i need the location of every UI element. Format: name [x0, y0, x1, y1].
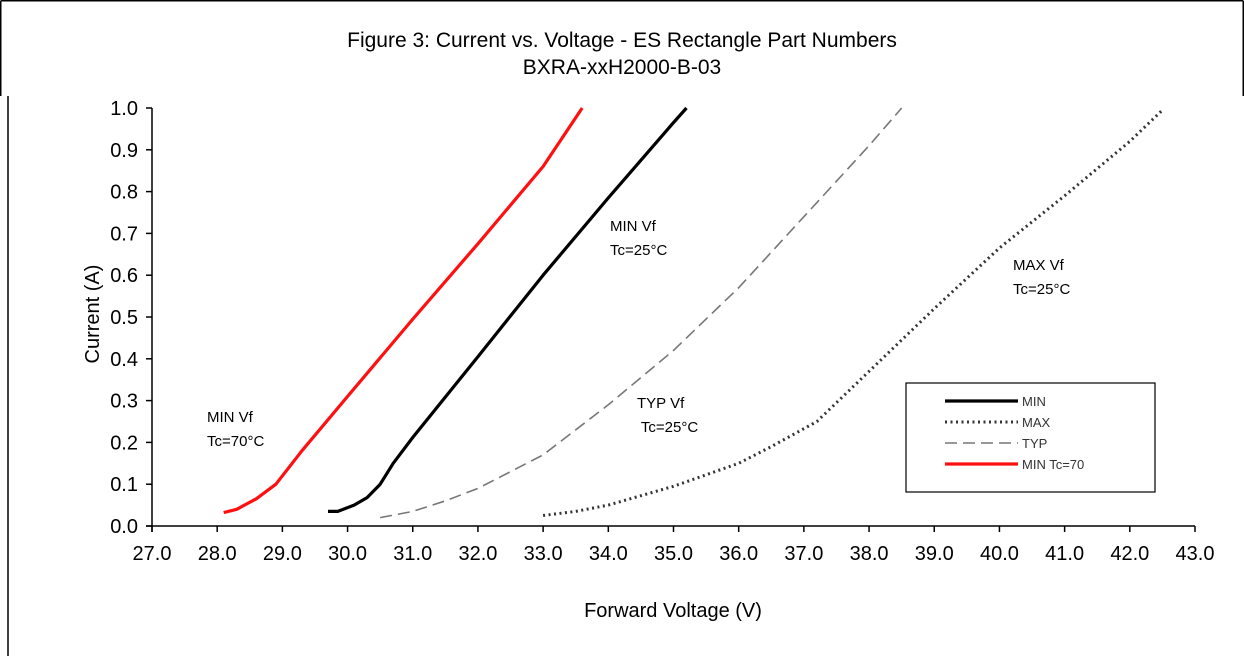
legend-label: MIN Tc=70: [1022, 457, 1084, 472]
x-tick-label: 34.0: [589, 543, 628, 565]
x-tick-label: 38.0: [850, 543, 889, 565]
x-tick-label: 40.0: [980, 543, 1019, 565]
axes: 27.0 28.0 29.0 30.0 31.0 32.0 33.0 34.0 35.0 36.0…: [110, 98, 1214, 565]
x-tick-label: 42.0: [1110, 543, 1149, 565]
x-tick-label: 27.0: [133, 543, 172, 565]
y-tick-label: 0.1: [110, 474, 138, 496]
legend: MIN MAX TYP MIN Tc=70: [905, 382, 1156, 493]
annotation-line: MAX Vf: [1013, 257, 1065, 274]
series-line-min-tc-70: [223, 107, 584, 515]
series-line-max: [542, 109, 1164, 517]
series-layer: [223, 106, 1164, 519]
x-tick-label: 41.0: [1045, 543, 1084, 565]
x-tick-label: 35.0: [654, 543, 693, 565]
legend-label: MIN: [1022, 394, 1046, 409]
y-tick-label: 0.6: [110, 265, 138, 287]
x-tick-label: 36.0: [719, 543, 758, 565]
y-tick-label: 0.7: [110, 223, 138, 245]
x-tick-label: 29.0: [263, 543, 302, 565]
series-line-min: [328, 106, 688, 513]
x-tick-label: 28.0: [198, 543, 237, 565]
annotation-line: Tc=70°C: [207, 433, 264, 450]
annotation-line: TYP Vf: [637, 395, 685, 412]
x-axis-title: Forward Voltage (V): [584, 600, 762, 622]
y-axis-title: Current (A): [82, 265, 104, 364]
x-tick-label: 37.0: [784, 543, 823, 565]
annotation-line: MIN Vf: [610, 218, 657, 235]
curve-annotation: MAX Vf Tc=25°C: [1013, 257, 1070, 298]
legend-label: TYP: [1022, 436, 1047, 451]
x-tick-label: 31.0: [393, 543, 432, 565]
series-line-typ: [380, 107, 903, 519]
annotation-line: Tc=25°C: [610, 242, 667, 259]
chart-title: Figure 3: Current vs. Voltage - ES Recta…: [347, 29, 897, 52]
x-tick-label: 33.0: [524, 543, 563, 565]
curve-annotation: MIN Vf Tc=70°C: [207, 409, 264, 450]
x-tick-label: 39.0: [915, 543, 954, 565]
y-tick-label: 0.8: [110, 182, 138, 204]
y-tick-label: 0.0: [110, 516, 138, 538]
legend-label: MAX: [1022, 415, 1051, 430]
y-tick-label: 0.2: [110, 432, 138, 454]
annotation-line: MIN Vf: [207, 409, 254, 426]
x-tick-label: 43.0: [1176, 543, 1215, 565]
y-tick-label: 0.9: [110, 140, 138, 162]
y-tick-label: 0.5: [110, 307, 138, 329]
x-tick-label: 30.0: [328, 543, 367, 565]
annotation-line: Tc=25°C: [637, 419, 698, 436]
y-tick-label: 0.4: [110, 349, 138, 371]
y-tick-label: 1.0: [110, 98, 138, 120]
x-tick-label: 32.0: [458, 543, 497, 565]
annotation-line: Tc=25°C: [1013, 281, 1070, 298]
chart-subtitle: BXRA-xxH2000-B-03: [522, 56, 722, 79]
y-tick-label: 0.3: [110, 391, 138, 413]
curve-annotation: MIN Vf Tc=25°C: [610, 218, 667, 259]
curve-annotation: TYP Vf Tc=25°C: [637, 395, 698, 436]
